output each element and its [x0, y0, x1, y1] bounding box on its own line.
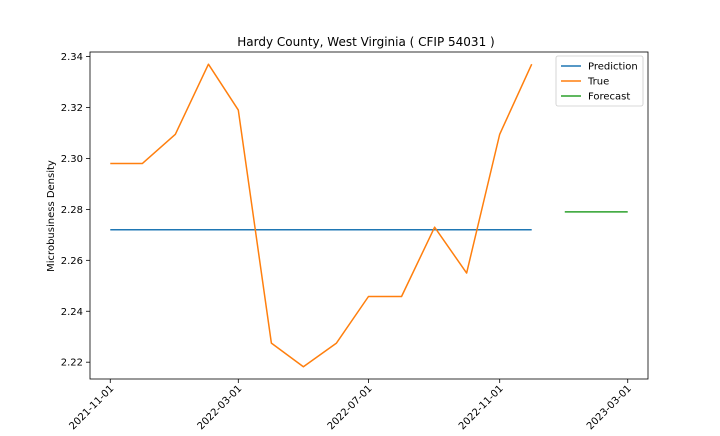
y-tick-label: 2.22: [61, 358, 83, 369]
x-tick-label: 2022-03-01: [196, 383, 245, 432]
legend-label: True: [587, 77, 609, 88]
legend: Prediction True Forecast: [555, 55, 644, 107]
x-tick-label: 2021-11-01: [68, 383, 117, 432]
legend-label: Prediction: [588, 62, 638, 73]
plot-frame: [89, 51, 649, 380]
legend-label: Forecast: [588, 92, 630, 103]
x-tick-label: 2023-03-01: [585, 383, 634, 432]
y-tick-label: 2.24: [61, 307, 83, 318]
y-tick-label: 2.34: [61, 52, 83, 63]
x-axis: 2021-11-01 2022-03-01 2022-07-01 2022-11-01…: [68, 379, 634, 432]
series-layer: [110, 63, 628, 368]
x-tick-label: 2022-11-01: [457, 383, 506, 432]
chart-title: Hardy County, West Virginia ( CFIP 54031…: [237, 35, 494, 49]
x-tick-label: 2022-07-01: [326, 383, 375, 432]
y-axis-label: Microbusiness Density: [46, 160, 57, 272]
y-tick-label: 2.32: [61, 103, 83, 114]
y-tick-label: 2.28: [61, 205, 83, 216]
y-axis: 2.22 2.24 2.26 2.28 2.30 2.32 2.34: [61, 52, 90, 369]
legend-box: [555, 55, 644, 107]
series-line-true: [110, 63, 533, 368]
y-tick-label: 2.30: [61, 154, 83, 165]
y-tick-label: 2.26: [61, 256, 83, 267]
